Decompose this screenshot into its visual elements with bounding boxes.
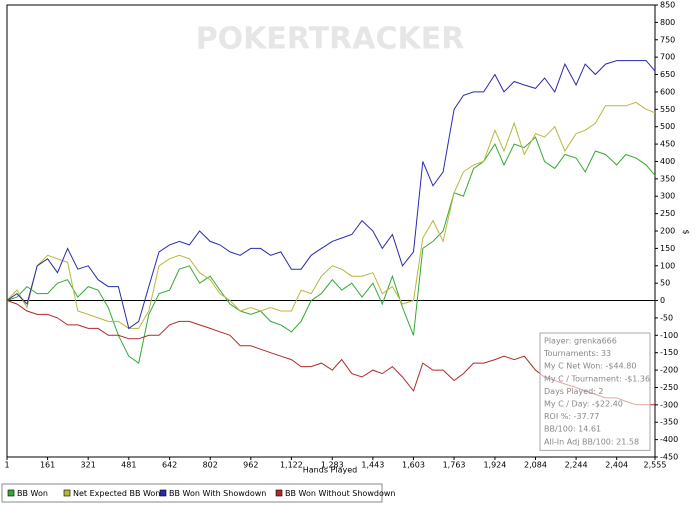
y-tick-label: 750 [660,35,675,44]
x-tick-label: 1,603 [402,461,425,470]
y-tick-label: 600 [660,87,675,96]
series-line [6,60,656,330]
legend-swatch [159,489,167,497]
x-tick-label: 1 [4,461,9,470]
y-tick-label: 550 [660,105,675,114]
y-tick-label: 150 [660,244,675,253]
y-tick-label: -100 [660,331,678,340]
x-tick-label: 802 [203,461,218,470]
y-tick-label: 800 [660,18,675,27]
y-tick-label: 400 [660,157,675,166]
series-line [6,136,656,364]
y-tick-label: -450 [660,453,678,462]
y-axis-label: $ [682,229,691,234]
x-tick-label: 321 [81,461,96,470]
legend-swatch [275,489,283,497]
y-tick-label: -150 [660,348,678,357]
x-tick-label: 1,763 [443,461,466,470]
x-tick-label: 642 [162,461,177,470]
stats-line: BB/100: 14.61 [544,425,601,434]
x-tick-label: 481 [121,461,136,470]
y-tick-label: -50 [660,313,673,322]
y-tick-label: -350 [660,418,678,427]
y-tick-label: 650 [660,70,675,79]
y-tick-label: 250 [660,209,675,218]
y-tick-label: 0 [660,296,665,305]
legend-label: BB Won Without Showdown [285,489,395,498]
y-tick-label: 500 [660,122,675,131]
y-tick-label: 100 [660,261,675,270]
y-tick-label: 450 [660,140,675,149]
x-axis-label: Hands Played [303,466,357,475]
y-tick-label: -400 [660,435,678,444]
y-tick-label: -200 [660,366,678,375]
y-tick-label: -300 [660,400,678,409]
series-line [6,101,656,329]
stats-line: ROI %: -37.77 [544,412,599,421]
stats-box [539,332,651,451]
stats-line: Days Played: 2 [544,387,604,396]
x-tick-label: 2,244 [565,461,588,470]
x-tick-label: 1,443 [361,461,384,470]
y-tick-label: 50 [660,279,670,288]
legend-label: BB Won With Showdown [169,489,266,498]
x-tick-label: 2,084 [524,461,547,470]
legend-swatch [63,489,71,497]
y-tick-label: 300 [660,192,675,201]
x-tick-label: 161 [40,461,55,470]
x-tick-label: 1,122 [280,461,303,470]
legend-label: Net Expected BB Won [73,489,160,498]
stats-line: Tournaments: 33 [543,349,611,358]
y-tick-label: 200 [660,227,675,236]
x-tick-label: 1,924 [483,461,506,470]
stats-line: All-In Adj BB/100: 21.58 [544,437,639,446]
y-tick-label: -250 [660,383,678,392]
legend-box [1,483,383,503]
legend-label: BB Won [17,489,48,498]
x-tick-label: 2,404 [605,461,628,470]
y-tick-label: 850 [660,1,675,10]
stats-line: My C / Tournament: -$1.36 [544,374,650,383]
x-tick-label: 962 [243,461,258,470]
x-tick-label: 2,555 [644,461,667,470]
stats-line: My C / Day: -$22.40 [544,400,623,409]
stats-line: My C Net Won: -$44.80 [544,362,636,371]
y-tick-label: 700 [660,53,675,62]
legend-swatch [7,489,15,497]
watermark: POKERTRACKER [196,22,465,57]
y-tick-label: 350 [660,174,675,183]
x-tick-label: 1,283 [321,461,344,470]
stats-line: Player: grenka666 [544,337,617,346]
